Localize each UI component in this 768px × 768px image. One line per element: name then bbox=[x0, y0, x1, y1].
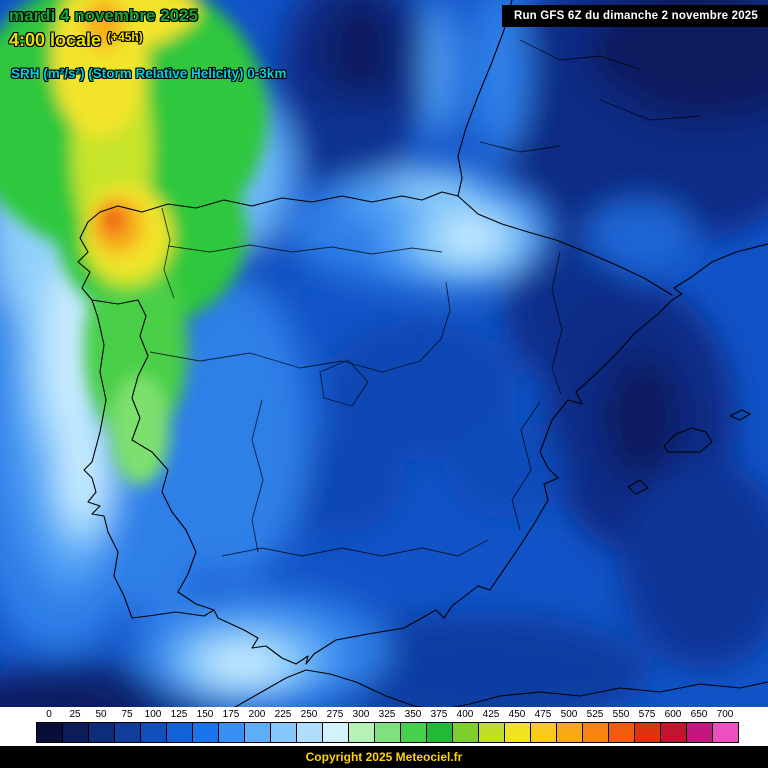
colorbar-cell bbox=[322, 722, 349, 743]
legend-tick: 450 bbox=[508, 709, 526, 720]
legend-tick: 350 bbox=[404, 709, 422, 720]
legend-tick: 125 bbox=[170, 709, 188, 720]
colorbar-cell bbox=[270, 722, 297, 743]
north-africa-coastline bbox=[234, 669, 768, 707]
menorca-island bbox=[729, 409, 751, 421]
colorbar-cell bbox=[608, 722, 635, 743]
colorbar-cell bbox=[660, 722, 687, 743]
colorbar-cell bbox=[452, 722, 479, 743]
copyright-bar: Copyright 2025 Meteociel.fr bbox=[0, 746, 768, 768]
legend-tick: 0 bbox=[46, 709, 52, 720]
colorbar-cell bbox=[712, 722, 739, 743]
spain-portugal-border bbox=[91, 299, 215, 611]
colorbar-cell bbox=[88, 722, 115, 743]
mallorca-island bbox=[663, 427, 713, 453]
colorbar-cell bbox=[582, 722, 609, 743]
admin-boundaries bbox=[149, 39, 701, 557]
legend-tick: 700 bbox=[716, 709, 734, 720]
legend-tick: 575 bbox=[638, 709, 656, 720]
legend-tick: 250 bbox=[300, 709, 318, 720]
colorbar-cell bbox=[166, 722, 193, 743]
colorbar-cell bbox=[62, 722, 89, 743]
copyright-text: Copyright 2025 Meteociel.fr bbox=[305, 750, 463, 764]
legend-tick: 150 bbox=[196, 709, 214, 720]
coastlines bbox=[77, 0, 768, 707]
iberia-coastline bbox=[77, 0, 768, 665]
legend-tick: 275 bbox=[326, 709, 344, 720]
legend-tick: 325 bbox=[378, 709, 396, 720]
colorbar-cell bbox=[218, 722, 245, 743]
colorbar-cell bbox=[556, 722, 583, 743]
legend-tick: 300 bbox=[352, 709, 370, 720]
colorbar-cell bbox=[478, 722, 505, 743]
map-area[interactable]: mardi 4 novembre 2025 4:00 locale (+45h) … bbox=[0, 0, 768, 707]
legend-tick: 400 bbox=[456, 709, 474, 720]
legend-tick: 525 bbox=[586, 709, 604, 720]
legend-tick: 550 bbox=[612, 709, 630, 720]
srh-hotspot-field bbox=[0, 0, 268, 485]
legend-tick: 425 bbox=[482, 709, 500, 720]
legend-tick: 100 bbox=[144, 709, 162, 720]
legend-tick: 200 bbox=[248, 709, 266, 720]
colorbar-cell bbox=[36, 722, 63, 743]
colorbar-cell bbox=[348, 722, 375, 743]
colorbar-cell bbox=[686, 722, 713, 743]
legend-tick: 650 bbox=[690, 709, 708, 720]
colorbar-cell bbox=[192, 722, 219, 743]
colorbar-cell bbox=[374, 722, 401, 743]
legend-tick: 475 bbox=[534, 709, 552, 720]
colorbar-cell bbox=[530, 722, 557, 743]
legend-tick: 375 bbox=[430, 709, 448, 720]
colorbar-cell bbox=[244, 722, 271, 743]
legend-tick: 500 bbox=[560, 709, 578, 720]
colorbar-cell bbox=[426, 722, 453, 743]
colorbar-cell bbox=[634, 722, 661, 743]
colorbar-cell bbox=[400, 722, 427, 743]
colorbar-cell bbox=[504, 722, 531, 743]
colorbar-cell bbox=[114, 722, 141, 743]
legend-tick: 25 bbox=[69, 709, 81, 720]
colorbar-cell bbox=[296, 722, 323, 743]
legend-tick: 225 bbox=[274, 709, 292, 720]
map-svg bbox=[0, 0, 768, 707]
run-info-box: Run GFS 6Z du dimanche 2 novembre 2025 bbox=[501, 5, 768, 27]
ibiza-island bbox=[627, 479, 649, 495]
color-scale-legend: 0 25 50 75 100 125 150 175 200 225 250 275 300 325 350… bbox=[0, 707, 768, 746]
legend-tick: 600 bbox=[664, 709, 682, 720]
colorbar-cell bbox=[140, 722, 167, 743]
legend-tick: 175 bbox=[222, 709, 240, 720]
pyrenees-border bbox=[457, 195, 673, 296]
legend-tick: 50 bbox=[95, 709, 107, 720]
legend-tick: 75 bbox=[121, 709, 133, 720]
